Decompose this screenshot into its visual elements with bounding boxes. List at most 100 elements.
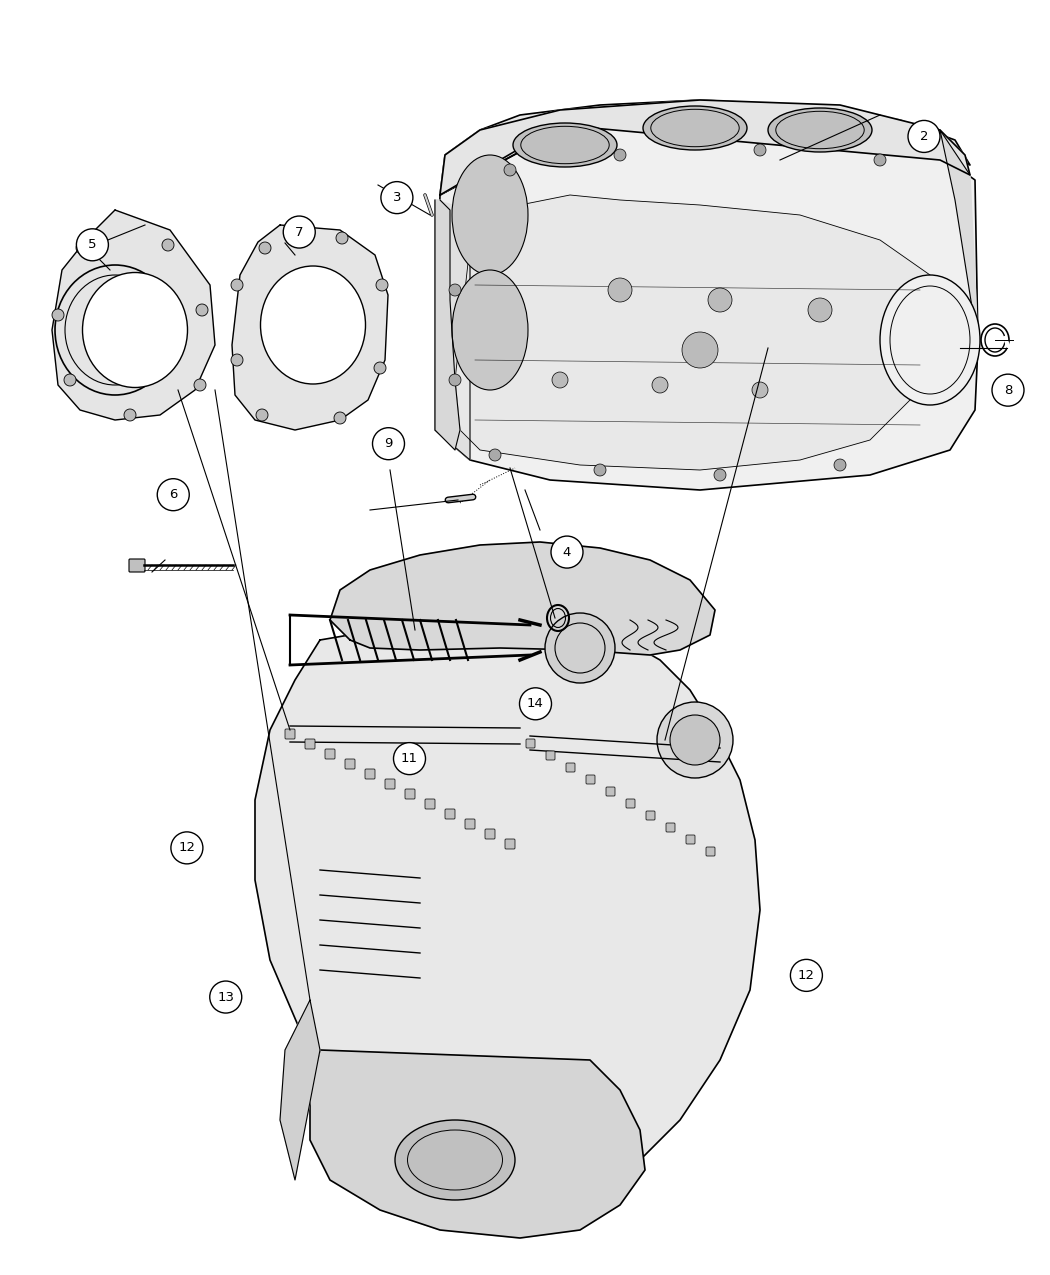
Polygon shape xyxy=(440,99,970,195)
Circle shape xyxy=(259,242,271,254)
Circle shape xyxy=(752,382,768,398)
Circle shape xyxy=(52,309,64,321)
Ellipse shape xyxy=(395,1119,514,1200)
Text: 11: 11 xyxy=(401,752,418,765)
Circle shape xyxy=(708,288,732,312)
Circle shape xyxy=(196,303,208,316)
FancyBboxPatch shape xyxy=(485,829,495,839)
Text: 5: 5 xyxy=(88,238,97,251)
FancyBboxPatch shape xyxy=(425,799,435,810)
FancyBboxPatch shape xyxy=(285,729,295,740)
Text: 6: 6 xyxy=(169,488,177,501)
FancyBboxPatch shape xyxy=(666,822,675,833)
Circle shape xyxy=(670,715,720,765)
Ellipse shape xyxy=(260,266,365,384)
Ellipse shape xyxy=(513,122,617,167)
Polygon shape xyxy=(255,618,760,1205)
Circle shape xyxy=(376,279,388,291)
Ellipse shape xyxy=(83,273,188,388)
Polygon shape xyxy=(440,99,970,195)
Circle shape xyxy=(714,469,726,481)
Circle shape xyxy=(754,144,766,156)
FancyBboxPatch shape xyxy=(304,740,315,748)
FancyBboxPatch shape xyxy=(365,769,375,779)
Circle shape xyxy=(551,536,583,569)
FancyBboxPatch shape xyxy=(586,775,595,784)
Text: 9: 9 xyxy=(384,437,393,450)
Text: 8: 8 xyxy=(1004,384,1012,397)
Text: 7: 7 xyxy=(295,226,303,238)
FancyBboxPatch shape xyxy=(505,839,514,849)
FancyBboxPatch shape xyxy=(706,847,715,856)
Circle shape xyxy=(284,215,315,249)
Circle shape xyxy=(504,164,516,176)
Circle shape xyxy=(158,478,189,511)
Circle shape xyxy=(231,279,243,291)
FancyBboxPatch shape xyxy=(465,819,475,829)
Circle shape xyxy=(77,228,108,261)
FancyBboxPatch shape xyxy=(546,751,555,760)
Text: 2: 2 xyxy=(920,130,928,143)
Circle shape xyxy=(545,613,615,683)
Circle shape xyxy=(614,149,626,161)
Text: 13: 13 xyxy=(217,991,234,1003)
Polygon shape xyxy=(940,130,978,346)
Polygon shape xyxy=(232,224,388,430)
FancyBboxPatch shape xyxy=(606,787,615,796)
FancyBboxPatch shape xyxy=(385,779,395,789)
Ellipse shape xyxy=(880,275,980,405)
Polygon shape xyxy=(280,1000,320,1179)
Ellipse shape xyxy=(452,156,528,275)
FancyBboxPatch shape xyxy=(326,748,335,759)
Polygon shape xyxy=(330,542,715,655)
Circle shape xyxy=(992,374,1024,407)
Circle shape xyxy=(210,980,242,1014)
Circle shape xyxy=(652,377,668,393)
Circle shape xyxy=(334,412,346,425)
Polygon shape xyxy=(455,195,940,470)
Circle shape xyxy=(373,427,404,460)
Circle shape xyxy=(608,278,632,302)
Text: 4: 4 xyxy=(563,546,571,558)
Circle shape xyxy=(682,332,718,368)
Circle shape xyxy=(874,154,886,166)
Circle shape xyxy=(791,959,822,992)
FancyBboxPatch shape xyxy=(566,762,575,771)
Polygon shape xyxy=(435,200,460,450)
FancyBboxPatch shape xyxy=(646,811,655,820)
Circle shape xyxy=(381,181,413,214)
Ellipse shape xyxy=(452,270,528,390)
FancyBboxPatch shape xyxy=(445,810,455,819)
Circle shape xyxy=(124,409,136,421)
Circle shape xyxy=(76,242,88,254)
Circle shape xyxy=(489,449,501,462)
FancyBboxPatch shape xyxy=(405,789,415,799)
Circle shape xyxy=(594,464,606,476)
Polygon shape xyxy=(435,200,470,460)
FancyBboxPatch shape xyxy=(626,799,635,808)
FancyBboxPatch shape xyxy=(345,759,355,769)
Circle shape xyxy=(231,354,243,366)
Polygon shape xyxy=(435,120,978,490)
Text: 3: 3 xyxy=(393,191,401,204)
Circle shape xyxy=(449,284,461,296)
Polygon shape xyxy=(310,1051,645,1238)
Ellipse shape xyxy=(768,108,871,152)
Circle shape xyxy=(834,459,846,470)
Text: 12: 12 xyxy=(798,969,815,982)
Circle shape xyxy=(171,831,203,864)
Circle shape xyxy=(908,120,940,153)
Circle shape xyxy=(374,362,386,374)
Text: 14: 14 xyxy=(527,697,544,710)
Circle shape xyxy=(394,742,425,775)
Circle shape xyxy=(808,298,832,323)
Circle shape xyxy=(162,238,174,251)
FancyBboxPatch shape xyxy=(129,558,145,572)
Circle shape xyxy=(449,374,461,386)
Circle shape xyxy=(194,379,206,391)
Polygon shape xyxy=(52,210,215,419)
Circle shape xyxy=(520,687,551,720)
FancyBboxPatch shape xyxy=(526,740,536,748)
Circle shape xyxy=(64,374,76,386)
Text: 12: 12 xyxy=(178,842,195,854)
